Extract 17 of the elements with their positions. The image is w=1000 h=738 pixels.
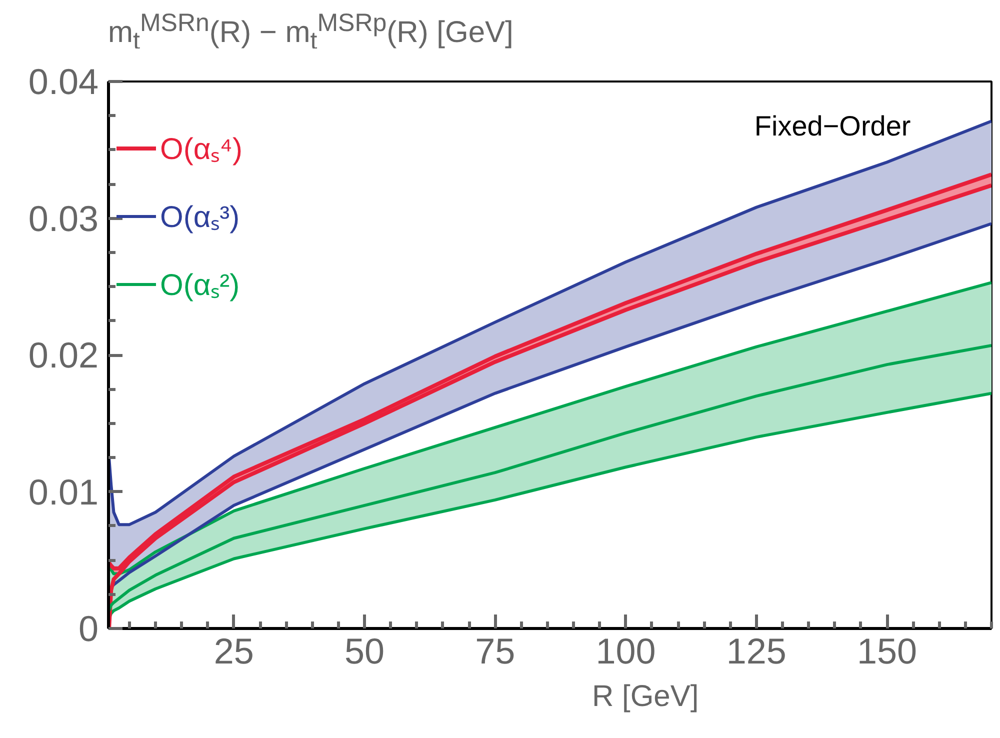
legend-label: O(αₛ⁴) <box>160 132 243 168</box>
x-tick-label: 125 <box>726 630 786 672</box>
x-tick-label: 25 <box>214 630 254 672</box>
x-axis-title: R [GeV] <box>592 679 699 715</box>
x-tick-label: 150 <box>856 630 918 672</box>
legend-label: O(αₛ³) <box>160 200 240 236</box>
y-tick-label: 0 <box>78 608 99 649</box>
annotation: Fixed−Order <box>754 110 911 142</box>
y-tick-label: 0.02 <box>28 334 99 376</box>
x-tick-label: 100 <box>596 630 656 672</box>
y-tick-label: 0.04 <box>28 61 99 102</box>
y-axis-title: m$_{t}$$^{MSRn}$(R) − m$_{t}$$^{MSRp}$(R) [GeV] <box>108 8 514 56</box>
y-tick-label: 0.03 <box>28 198 99 239</box>
x-tick-label: 50 <box>344 630 385 672</box>
y-tick-label: 0.01 <box>28 471 99 512</box>
x-tick-label: 75 <box>475 630 516 672</box>
legend-label: O(αₛ²) <box>160 268 240 304</box>
